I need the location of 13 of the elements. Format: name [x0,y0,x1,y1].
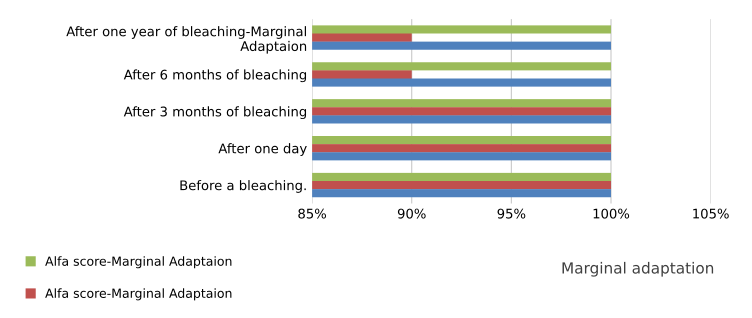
y-tick-label: After 3 months of bleaching [124,106,306,120]
x-tick-label: 100% [594,208,630,219]
x-tick-label: 85% [298,208,326,219]
legend-label: Alfa score-Marginal Adaptaion [45,288,232,300]
x-tick-label: 90% [398,208,426,219]
y-tick-label: After one day [218,143,307,156]
x-axis-title: Marginal adaptation [562,262,714,277]
x-tick-label: 105% [693,208,729,219]
x-tick-label: 95% [498,208,526,219]
y-tick-label: Before a bleaching. [180,180,306,193]
y-tick-label: After 6 months of bleaching [124,69,306,82]
legend-label: Alfa score-Marginal Adaptaion [45,256,232,268]
y-tick-label: After one year of bleaching-Marginal Adaptaion [66,26,306,54]
